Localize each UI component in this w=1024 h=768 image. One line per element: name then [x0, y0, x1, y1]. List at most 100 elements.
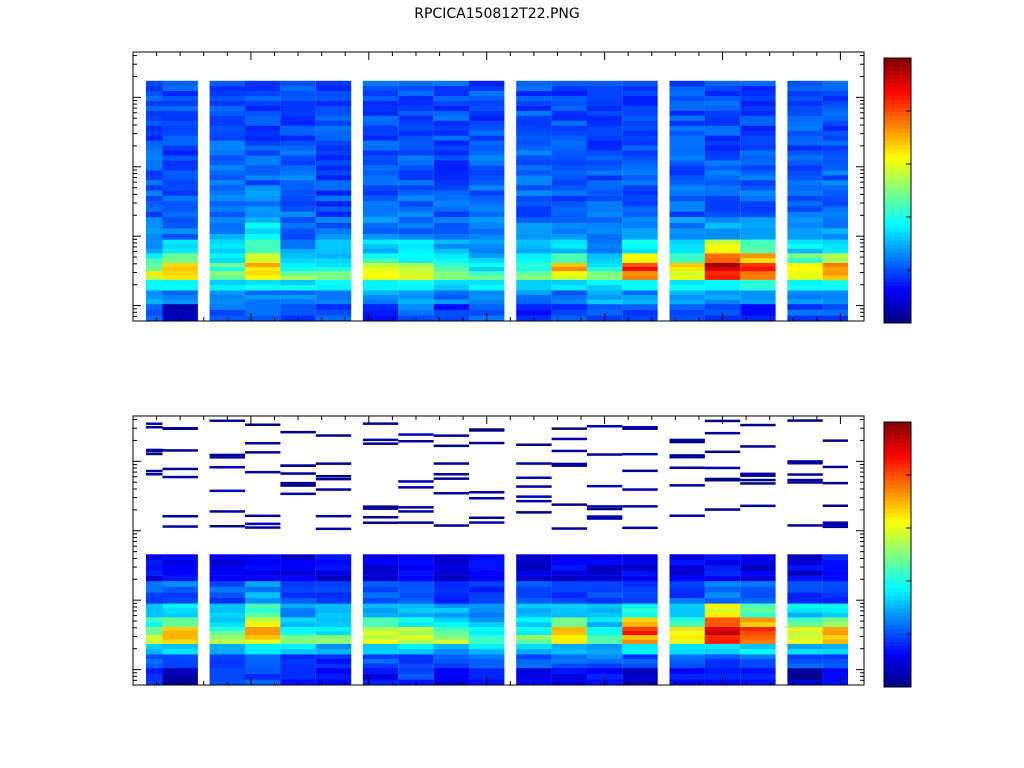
- heatmap-cell: [245, 559, 281, 566]
- heatmap-cell: [822, 222, 848, 229]
- sparse-trace: [280, 492, 316, 496]
- heatmap-cell: [362, 211, 399, 218]
- heatmap-cell: [704, 564, 741, 571]
- heatmap-cell: [398, 570, 434, 576]
- heatmap-cell: [146, 90, 163, 96]
- heatmap-cell: [162, 559, 198, 566]
- heatmap-cell: [704, 559, 741, 566]
- colorbar-swatch: [884, 537, 911, 543]
- heatmap-cell: [315, 257, 352, 263]
- heatmap-cell: [740, 190, 776, 196]
- heatmap-cell: [787, 100, 823, 106]
- heatmap-cell: [669, 216, 705, 223]
- heatmap-cell: [398, 284, 434, 291]
- heatmap-cell: [362, 228, 399, 234]
- heatmap-cell: [704, 262, 741, 267]
- heatmap-cell: [433, 125, 470, 131]
- heatmap-cell: [209, 575, 245, 582]
- heatmap-cell: [315, 643, 352, 650]
- heatmap-cell: [740, 110, 776, 116]
- heatmap-cell: [280, 266, 316, 272]
- colorbar-swatch: [884, 314, 911, 320]
- heatmap-cell: [245, 643, 281, 650]
- heatmap-cell: [551, 130, 587, 136]
- heatmap-cell: [433, 253, 470, 259]
- heatmap-cell: [822, 228, 848, 234]
- heatmap-cell: [398, 85, 434, 91]
- heatmap-cell: [315, 175, 352, 181]
- heatmap-cell: [433, 150, 470, 156]
- heatmap-cell: [516, 253, 552, 259]
- heatmap-cell: [280, 200, 316, 207]
- heatmap-cell: [315, 216, 352, 223]
- heatmap-cell: [162, 110, 198, 116]
- heatmap-cell: [209, 100, 245, 106]
- heatmap-cell: [398, 170, 434, 176]
- heatmap-cell: [669, 120, 705, 126]
- x-axis: [132, 416, 865, 685]
- heatmap-cell: [586, 284, 623, 291]
- heatmap-cell: [315, 612, 352, 618]
- heatmap-cell: [551, 115, 587, 121]
- heatmap-cell: [822, 200, 848, 207]
- heatmap-cell: [787, 315, 823, 322]
- heatmap-cell: [822, 663, 848, 669]
- heatmap-cell: [398, 135, 434, 141]
- heatmap-cell: [398, 115, 434, 121]
- heatmap-cell: [433, 570, 470, 576]
- heatmap-cell: [669, 580, 705, 587]
- heatmap-cell: [315, 570, 352, 576]
- sparse-trace: [245, 514, 281, 518]
- heatmap-cell: [740, 135, 776, 141]
- heatmap-cell: [433, 294, 470, 300]
- heatmap-cell: [622, 95, 658, 101]
- heatmap-cell: [704, 211, 741, 218]
- heatmap-cell: [315, 195, 352, 202]
- heatmap-cell: [516, 140, 552, 146]
- sparse-trace: [315, 514, 352, 518]
- heatmap-cell: [622, 195, 658, 202]
- heatmap-cell: [704, 180, 741, 186]
- heatmap-cell: [551, 95, 587, 101]
- heatmap-cell: [315, 115, 352, 121]
- heatmap-cell: [551, 233, 587, 240]
- heatmap-cell: [469, 586, 505, 593]
- sparse-trace: [469, 497, 505, 500]
- heatmap-cell: [787, 270, 823, 276]
- heatmap-cell: [162, 222, 198, 229]
- heatmap-cell: [280, 145, 316, 151]
- heatmap-cell: [209, 648, 245, 655]
- heatmap-cell: [146, 303, 163, 310]
- heatmap-cell: [740, 243, 776, 249]
- heatmap-cell: [315, 233, 352, 240]
- heatmap-cell: [622, 115, 658, 121]
- heatmap-cell: [740, 216, 776, 223]
- colorbar-swatch: [884, 558, 911, 564]
- colorbar-swatch: [884, 70, 911, 75]
- heatmap-cell: [280, 294, 316, 300]
- heatmap-cell: [469, 222, 505, 229]
- heatmap-cell: [146, 603, 163, 609]
- heatmap-cell: [209, 290, 245, 295]
- heatmap-cell: [280, 155, 316, 161]
- heatmap-cell: [822, 145, 848, 151]
- heatmap-cell: [822, 559, 848, 566]
- sparse-trace: [245, 442, 281, 445]
- heatmap-cell: [398, 575, 434, 582]
- heatmap-cell: [740, 679, 776, 686]
- heatmap-cell: [586, 559, 623, 566]
- heatmap-cell: [704, 184, 741, 191]
- heatmap-cell: [245, 673, 281, 680]
- heatmap-cell: [209, 309, 245, 316]
- heatmap-cell: [822, 612, 848, 618]
- heatmap-cell: [740, 643, 776, 650]
- heatmap-cell: [551, 658, 587, 664]
- heatmap-cell: [551, 200, 587, 207]
- heatmap-cell: [787, 564, 823, 571]
- heatmap-cell: [315, 248, 352, 254]
- heatmap-cell: [280, 228, 316, 234]
- heatmap-cell: [822, 607, 848, 613]
- heatmap-cell: [398, 248, 434, 254]
- heatmap-cell: [469, 195, 505, 202]
- colorbar-swatch: [884, 604, 911, 609]
